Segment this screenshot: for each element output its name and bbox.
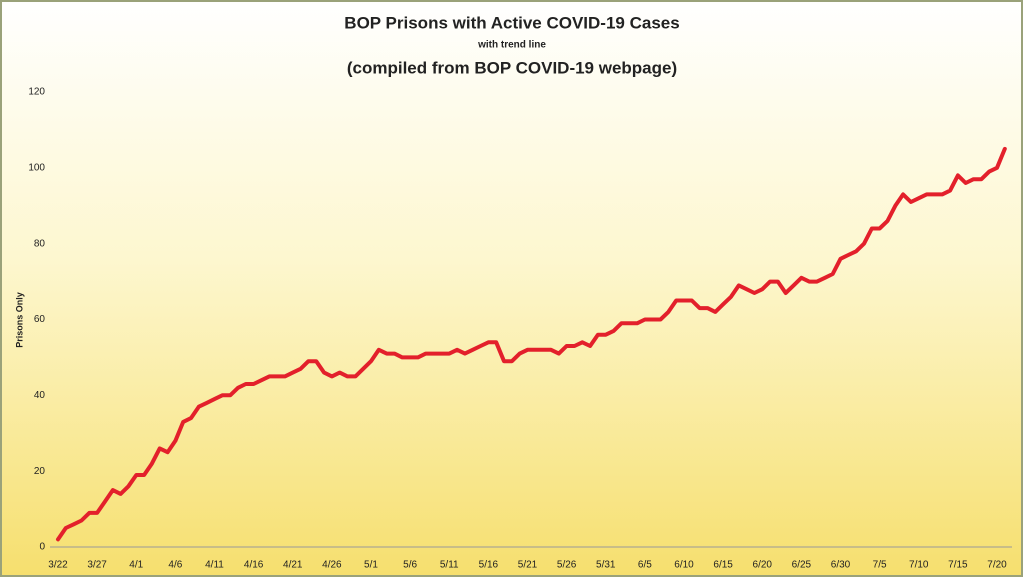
y-tick-label: 100: [28, 162, 45, 173]
x-tick-label: 5/6: [403, 560, 417, 571]
x-tick-label: 3/27: [87, 560, 107, 571]
chart-subtitle: with trend line: [477, 40, 546, 51]
x-tick-label: 6/30: [831, 560, 851, 571]
x-tick-label: 6/10: [674, 560, 694, 571]
x-tick-label: 5/26: [557, 560, 577, 571]
x-tick-label: 7/10: [909, 560, 929, 571]
x-tick-label: 4/11: [205, 560, 224, 571]
y-tick-label: 120: [28, 87, 45, 98]
x-tick-label: 4/1: [129, 560, 143, 571]
x-tick-label: 7/5: [873, 560, 887, 571]
x-tick-label: 6/20: [753, 560, 773, 571]
x-tick-label: 6/5: [638, 560, 652, 571]
y-tick-label: 60: [34, 314, 46, 325]
y-tick-label: 40: [34, 390, 46, 401]
x-tick-label: 5/11: [440, 560, 459, 571]
x-tick-label: 5/21: [518, 560, 538, 571]
x-tick-label: 5/16: [479, 560, 499, 571]
x-tick-label: 4/21: [283, 560, 303, 571]
x-tick-label: 5/1: [364, 560, 378, 571]
x-tick-label: 7/15: [948, 560, 968, 571]
chart-note: (compiled from BOP COVID-19 webpage): [347, 58, 677, 77]
x-tick-label: 4/16: [244, 560, 264, 571]
x-tick-label: 6/15: [713, 560, 733, 571]
x-tick-label: 3/22: [48, 560, 68, 571]
data-line: [56, 146, 1007, 542]
y-axis-label: Prisons Only: [14, 292, 24, 348]
x-tick-label: 4/26: [322, 560, 342, 571]
x-tick-label: 7/20: [987, 560, 1007, 571]
chart-title: BOP Prisons with Active COVID-19 Cases: [344, 13, 679, 32]
x-tick-label: 4/6: [168, 560, 182, 571]
y-tick-label: 20: [34, 466, 46, 477]
x-tick-label: 5/31: [596, 560, 616, 571]
x-tick-label: 6/25: [792, 560, 812, 571]
y-tick-label: 0: [39, 542, 45, 553]
y-tick-label: 80: [34, 238, 46, 249]
